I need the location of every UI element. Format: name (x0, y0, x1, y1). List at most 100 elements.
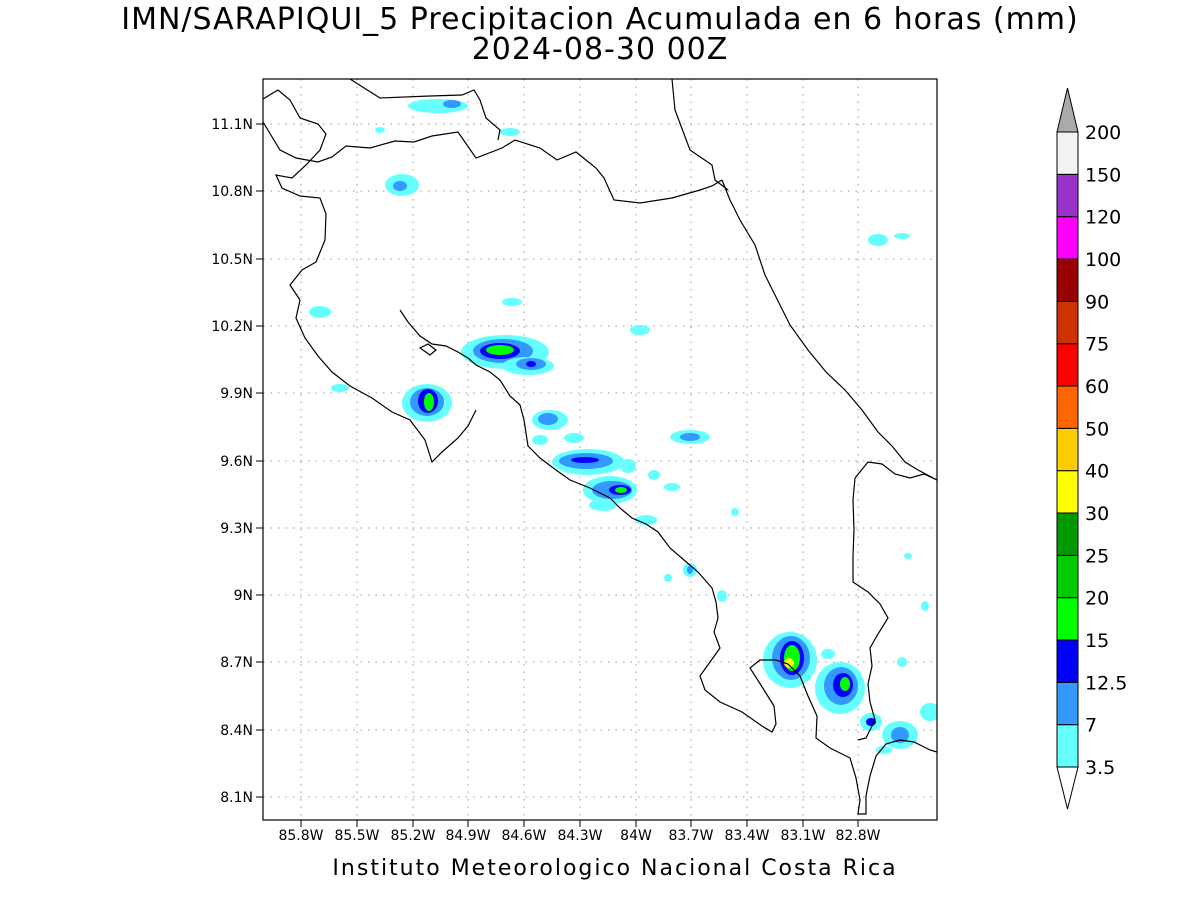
nicoya-island (418, 343, 437, 356)
country-borders (263, 79, 937, 815)
legend-label: 50 (1085, 418, 1109, 440)
rain-cell (664, 483, 680, 491)
rain-cell (443, 100, 461, 108)
legend-swatch (1056, 512, 1079, 556)
map-datetime: 2024-08-30 00Z (471, 32, 729, 67)
x-tick-label: 83.1W (780, 828, 825, 844)
legend-label: 20 (1085, 588, 1109, 610)
rain-cell (664, 574, 672, 582)
legend-swatch (1056, 385, 1079, 429)
y-tick-label: 8.7N (220, 655, 253, 671)
legend-label: 100 (1085, 249, 1121, 271)
rain-cell (921, 601, 929, 611)
legend-swatch (1056, 343, 1079, 387)
rain-cell (717, 590, 727, 602)
legend-swatch (1056, 216, 1079, 260)
precipitation-field (309, 99, 937, 754)
legend-label: 60 (1085, 376, 1109, 398)
rain-cell (309, 306, 331, 318)
gulf-of-nicoya (399, 309, 937, 815)
plot-frame (262, 78, 938, 821)
x-tick-label: 82.8W (835, 828, 880, 844)
legend-swatch (1056, 681, 1079, 726)
pacific-coast-north (295, 299, 477, 464)
rain-cell (635, 515, 657, 525)
rain-cell (920, 703, 937, 721)
rain-cell (615, 487, 627, 493)
y-tick-label: 8.1N (220, 790, 253, 806)
lake-nicaragua-shore (263, 89, 327, 301)
rain-cell (840, 677, 850, 691)
legend-swatch (1056, 173, 1079, 218)
rain-cell (486, 345, 514, 355)
legend-swatch (1056, 258, 1079, 302)
x-tick-label: 84.9W (445, 828, 490, 844)
y-tick-label: 9.3N (220, 521, 253, 537)
legend-swatch (1056, 470, 1079, 514)
legend-swatch (1056, 639, 1079, 683)
legend-label: 75 (1085, 334, 1109, 356)
y-tick-label: 9N (234, 588, 253, 604)
y-tick-label: 10.8N (211, 184, 253, 200)
x-tick-label: 83.4W (724, 828, 769, 844)
rain-cell (784, 658, 794, 668)
y-tick-label: 10.5N (211, 252, 253, 268)
panama-border (852, 461, 937, 741)
x-tick-label: 85.2W (390, 828, 435, 844)
legend-swatch (1056, 724, 1079, 768)
rain-cell (393, 181, 407, 191)
caribbean-coast (721, 179, 937, 481)
rain-cell (564, 433, 584, 443)
y-tick-label: 11.1N (211, 117, 253, 133)
x-tick-label: 85.5W (334, 828, 379, 844)
rain-cell (731, 508, 739, 516)
rain-cell (589, 499, 617, 511)
y-tick-label: 9.9N (220, 386, 253, 402)
nicaragua-caribbean-coast (671, 79, 729, 191)
rain-cell (648, 470, 660, 480)
map-title: IMN/SARAPIQUI_5 Precipitacion Acumulada … (121, 2, 1079, 37)
rain-cell (500, 128, 520, 136)
x-tick-label: 85.8W (278, 828, 323, 844)
legend-label: 40 (1085, 461, 1109, 483)
legend-label: 30 (1085, 503, 1109, 525)
x-tick-label: 83.7W (668, 828, 713, 844)
rain-cell (868, 234, 888, 246)
footer-credit: Instituto Meteorologico Nacional Costa R… (332, 856, 898, 881)
nicaragua-border (263, 121, 723, 204)
legend-swatch (1056, 300, 1079, 345)
legend-swatch (1056, 427, 1079, 472)
y-tick-label: 8.4N (220, 723, 253, 739)
rain-cell (630, 325, 650, 335)
rain-cell (620, 459, 636, 473)
legend-label: 200 (1085, 122, 1121, 144)
y-tick-label: 9.6N (220, 454, 253, 470)
rain-cell (526, 361, 536, 367)
rain-cell (424, 393, 434, 411)
legend-label: 7 (1085, 715, 1097, 737)
legend-label: 15 (1085, 630, 1109, 652)
x-tick-label: 84W (620, 828, 652, 844)
rain-cell (897, 657, 907, 667)
legend-lower-arrow (1056, 766, 1079, 810)
rain-cell (891, 727, 909, 743)
rain-cell (680, 433, 700, 441)
legend-upper-arrow (1056, 87, 1079, 133)
rain-cell (894, 233, 910, 239)
rain-cell (821, 649, 835, 659)
legend-label: 12.5 (1085, 672, 1127, 694)
rain-cell (571, 457, 599, 463)
rain-cell (538, 413, 558, 425)
rain-cell (904, 553, 912, 559)
rain-cell (687, 566, 693, 574)
rain-cell (375, 127, 385, 133)
legend-label: 90 (1085, 291, 1109, 313)
legend-swatch (1056, 131, 1079, 175)
color-legend: 3.5 7 12.5 15 20 25 30 40 50 60 75 90 100 120 150 200 (1056, 87, 1127, 810)
x-tick-label: 84.6W (501, 828, 546, 844)
y-axis: 11.1N 10.8N 10.5N 10.2N 9.9N 9.6N 9.3N 9N 8.7N 8.… (211, 117, 263, 806)
legend-label: 25 (1085, 545, 1109, 567)
y-tick-label: 10.2N (211, 319, 253, 335)
x-tick-label: 84.3W (557, 828, 602, 844)
